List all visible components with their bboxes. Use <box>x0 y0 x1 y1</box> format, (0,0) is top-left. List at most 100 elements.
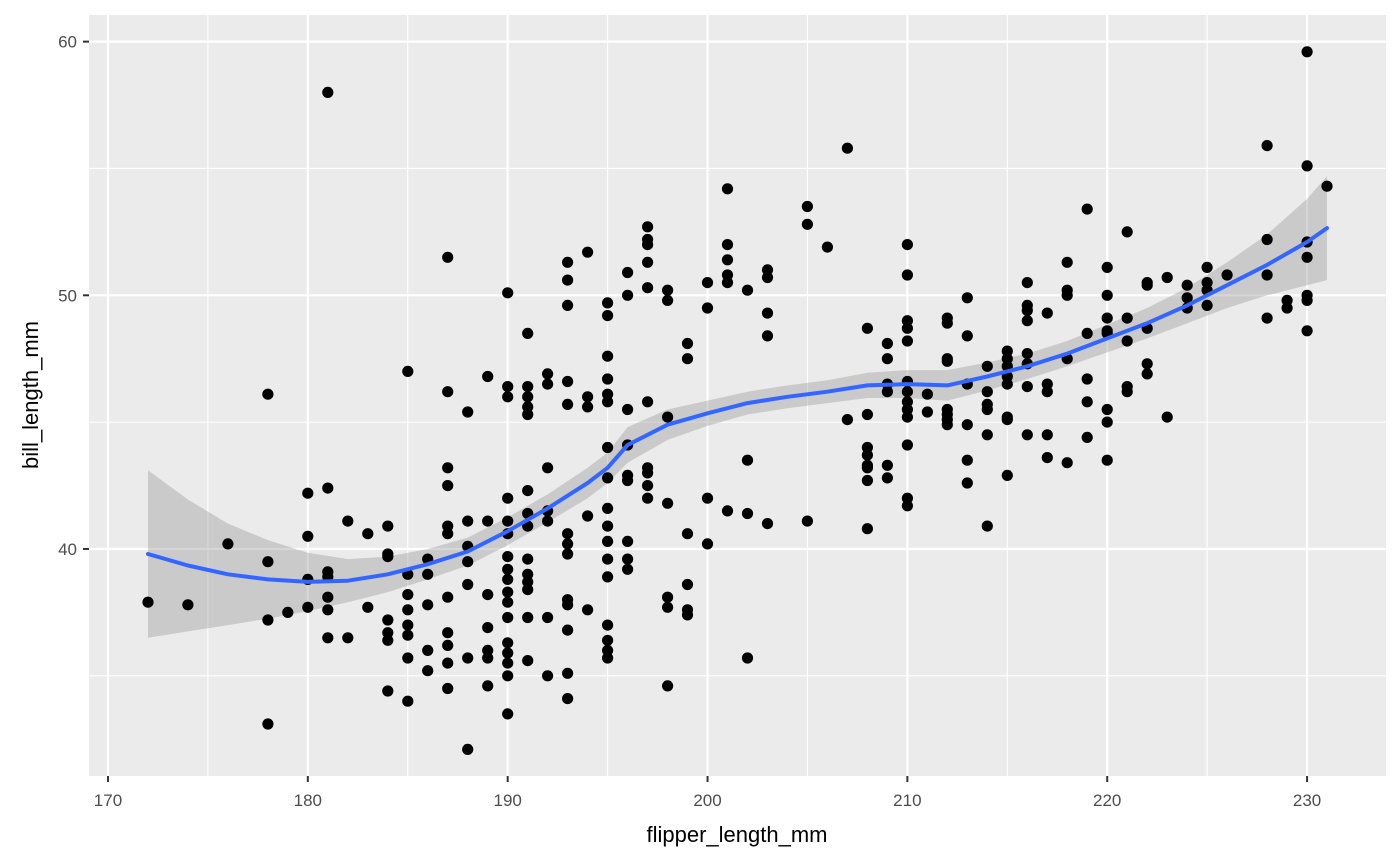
data-point <box>602 396 614 408</box>
x-tick-label: 230 <box>1293 791 1321 810</box>
data-point <box>761 307 774 319</box>
data-point <box>522 576 534 588</box>
data-point <box>901 411 914 423</box>
data-point <box>482 589 494 601</box>
data-point <box>582 391 594 403</box>
data-point <box>622 266 634 279</box>
data-point <box>342 515 354 527</box>
data-point <box>1261 233 1273 246</box>
data-point <box>402 629 414 641</box>
data-point <box>1101 403 1113 416</box>
data-point <box>462 743 474 756</box>
data-point <box>602 553 614 565</box>
x-axis-title: flipper_length_mm <box>647 822 828 847</box>
data-point <box>462 652 474 664</box>
data-point <box>622 403 634 416</box>
data-point <box>542 462 554 474</box>
data-point <box>721 239 734 251</box>
data-point <box>142 596 154 608</box>
data-point <box>1061 256 1073 268</box>
data-point <box>502 586 514 598</box>
data-point <box>502 670 514 682</box>
data-point <box>502 611 514 624</box>
data-point <box>662 294 674 306</box>
data-point <box>701 277 714 289</box>
data-point <box>721 183 734 195</box>
data-point <box>1321 180 1333 192</box>
data-point <box>981 386 993 398</box>
data-point <box>1201 299 1213 311</box>
data-point <box>662 591 674 603</box>
data-point <box>302 530 314 542</box>
data-point <box>881 386 894 398</box>
data-point <box>522 391 534 403</box>
data-point <box>981 403 993 416</box>
data-point <box>1301 325 1313 337</box>
data-point <box>522 655 534 667</box>
data-point <box>322 632 334 644</box>
data-point <box>362 528 374 540</box>
data-point <box>801 218 814 230</box>
data-point <box>442 480 454 492</box>
data-point <box>602 502 614 514</box>
data-point <box>322 482 334 494</box>
data-point <box>502 391 514 403</box>
data-point <box>562 693 574 705</box>
data-point <box>1021 315 1033 327</box>
data-point <box>701 492 714 504</box>
data-point <box>562 256 574 268</box>
data-point <box>721 505 734 517</box>
data-point <box>262 388 274 400</box>
data-point <box>1001 378 1013 390</box>
data-point <box>382 634 394 646</box>
data-point <box>961 330 973 342</box>
data-point <box>502 381 514 393</box>
data-point <box>622 535 634 548</box>
data-point <box>961 477 973 489</box>
x-tick-label: 180 <box>294 791 322 810</box>
data-point <box>302 487 314 499</box>
data-point <box>442 657 454 669</box>
data-point <box>701 538 714 550</box>
data-point <box>502 637 514 649</box>
smooth-line <box>146 226 1329 584</box>
y-tick-label: 60 <box>58 33 77 52</box>
data-point <box>322 604 334 616</box>
data-point <box>662 680 674 692</box>
data-point <box>861 449 874 461</box>
data-point <box>502 708 514 720</box>
data-point <box>1181 292 1193 304</box>
data-point <box>901 439 914 451</box>
data-point <box>422 599 434 611</box>
data-point <box>522 381 534 393</box>
data-point <box>841 142 854 154</box>
data-point <box>1081 327 1093 339</box>
data-point <box>1261 312 1273 324</box>
data-point <box>442 591 454 603</box>
x-tick-label: 210 <box>893 791 921 810</box>
data-point <box>502 563 514 575</box>
data-point <box>1101 261 1113 273</box>
data-point <box>861 523 874 535</box>
data-point <box>681 609 694 621</box>
data-point <box>1141 358 1153 370</box>
data-point <box>1101 416 1113 428</box>
data-point <box>1261 140 1273 152</box>
data-point <box>1301 160 1313 172</box>
data-point <box>801 515 814 527</box>
data-point <box>1041 307 1053 319</box>
data-point <box>1041 386 1053 398</box>
data-point <box>981 360 993 372</box>
data-point <box>562 548 574 560</box>
data-point <box>761 330 774 342</box>
data-point <box>1101 289 1113 301</box>
data-point <box>442 528 454 540</box>
data-point <box>582 604 594 616</box>
data-point <box>602 520 614 532</box>
data-point <box>981 520 993 532</box>
data-point <box>1101 454 1113 466</box>
data-point <box>362 601 374 613</box>
data-point <box>522 553 534 565</box>
data-point <box>442 639 454 652</box>
